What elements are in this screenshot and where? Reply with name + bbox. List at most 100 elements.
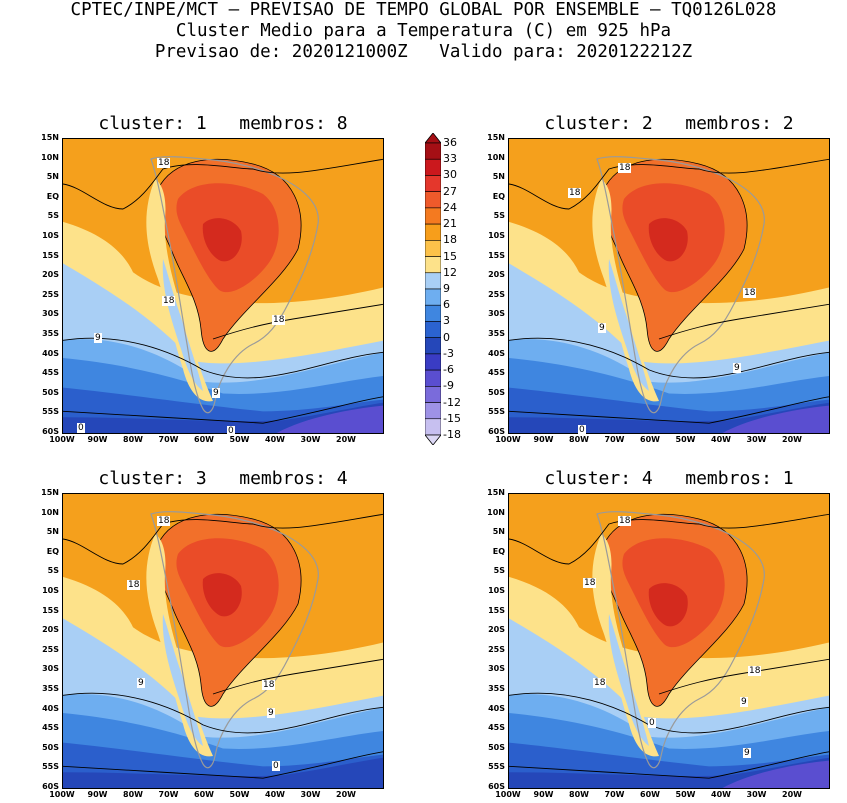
lat-tick-label: 45S	[488, 368, 505, 378]
lon-tick-label: 30W	[300, 435, 321, 444]
lat-tick-label: 40S	[488, 703, 505, 713]
colorbar-swatch	[424, 337, 442, 355]
lat-tick-label: 35S	[42, 329, 59, 338]
field-max-core	[648, 218, 688, 262]
contour-value-label: 0	[578, 425, 586, 435]
colorbar-label: 21	[443, 217, 457, 231]
lat-tick-label: 5N	[492, 527, 505, 537]
contour-value-label: 9	[137, 678, 145, 688]
lat-tick-label: 5S	[47, 566, 59, 576]
colorbar-swatch	[424, 369, 442, 387]
lon-tick-label: 90W	[533, 790, 554, 799]
contour-line	[509, 337, 829, 379]
lat-tick-label: 20S	[488, 270, 505, 280]
temperature-field	[509, 494, 829, 788]
panel-2-title: cluster: 2 membros: 2	[544, 113, 794, 134]
lat-tick-label: 5S	[47, 211, 59, 221]
lat-tick-label: 50S	[488, 387, 505, 397]
lon-tick-label: 30W	[300, 790, 321, 799]
lat-tick-label: 10N	[41, 152, 59, 162]
colorbar-swatch	[424, 304, 442, 322]
contour-value-label: 18	[618, 163, 632, 173]
colorbar-label: 30	[443, 168, 457, 182]
lat-tick-label: 55S	[488, 762, 505, 772]
lon-tick-label: 40W	[711, 790, 731, 799]
contour-value-label: 18	[748, 666, 762, 676]
contour-value-label: 18	[743, 288, 757, 298]
colorbar	[424, 132, 442, 449]
lat-tick-label: 25S	[488, 644, 505, 654]
lon-tick-label: 60W	[194, 435, 214, 444]
field-max-core	[202, 573, 242, 617]
field-andes-cool	[608, 259, 649, 391]
lon-tick-label: 80W	[123, 435, 143, 444]
contour-value-label: 9	[733, 363, 741, 373]
contour-line	[509, 396, 829, 424]
lon-tick-label: 50W	[675, 790, 696, 799]
lat-tick-label: 35S	[488, 684, 505, 693]
lat-tick-label: 30S	[42, 664, 59, 674]
colorbar-swatch	[424, 240, 442, 257]
lat-tick-label: 10S	[42, 231, 59, 240]
contour-value-label: 18	[568, 188, 582, 198]
lat-tick-label: 15S	[42, 250, 59, 260]
map-panel-2	[508, 138, 830, 434]
lat-tick-label: 10S	[488, 231, 505, 240]
lon-tick-label: 70W	[604, 790, 625, 799]
lon-tick-label: 80W	[123, 790, 143, 799]
lon-tick-label: 100W	[49, 790, 75, 799]
contour-value-label: 9	[740, 697, 748, 707]
lat-tick-label: 45S	[42, 723, 59, 733]
lat-tick-label: 10S	[488, 586, 505, 595]
lat-tick-label: 25S	[42, 644, 59, 654]
lat-tick-label: 35S	[488, 329, 505, 338]
contour-value-label: 18	[127, 580, 141, 590]
lat-tick-label: 15S	[488, 250, 505, 260]
field-andes-cool	[162, 259, 203, 391]
field-andes-yellow	[146, 179, 213, 402]
lon-tick-label: 60W	[194, 790, 214, 799]
colorbar-swatch	[424, 272, 442, 290]
lon-tick-label: 60W	[640, 790, 660, 799]
colorbar-label: 6	[443, 298, 450, 312]
colorbar-label: 3	[443, 314, 450, 328]
field-purple	[276, 405, 383, 433]
temperature-field	[63, 494, 383, 788]
contour-value-label: 18	[593, 678, 607, 688]
colorbar-swatch	[424, 158, 442, 176]
colorbar-label: -18	[443, 428, 461, 441]
contour-line	[509, 751, 829, 779]
lon-tick-label: 50W	[229, 790, 250, 799]
colorbar-label: 12	[443, 265, 457, 279]
contour-line	[63, 692, 383, 734]
lon-tick-label: 40W	[265, 435, 285, 444]
colorbar-label: -9	[443, 379, 454, 393]
contour-value-label: 18	[583, 578, 597, 588]
lon-tick-label: 60W	[640, 435, 660, 444]
lat-tick-label: 25S	[42, 289, 59, 299]
lon-tick-label: 70W	[158, 790, 179, 799]
lon-tick-label: 70W	[158, 435, 179, 444]
lon-tick-label: 30W	[746, 435, 767, 444]
field-purple	[722, 760, 829, 788]
lat-tick-label: 45S	[488, 723, 505, 733]
colorbar-swatch	[424, 207, 442, 225]
lat-tick-label: 15N	[487, 488, 505, 497]
lat-tick-label: 55S	[42, 407, 59, 417]
temperature-field	[509, 139, 829, 433]
lat-tick-label: 5S	[493, 566, 505, 576]
field-andes-yellow	[592, 534, 659, 757]
contour-line	[63, 158, 383, 210]
map-panel-1	[62, 138, 384, 434]
header-line-3: Previsao de: 2020121000Z Valido para: 20…	[154, 42, 693, 62]
lat-tick-label: 20S	[488, 625, 505, 635]
lon-tick-label: 100W	[495, 790, 521, 799]
lat-tick-label: 50S	[42, 387, 59, 397]
lat-tick-label: 20S	[42, 270, 59, 280]
lon-tick-label: 50W	[675, 435, 696, 444]
colorbar-bottom-arrow	[424, 434, 442, 446]
contour-line	[658, 303, 829, 340]
lat-tick-label: 30S	[42, 309, 59, 319]
lat-tick-label: 60S	[488, 782, 505, 791]
lat-tick-label: 60S	[42, 427, 59, 436]
